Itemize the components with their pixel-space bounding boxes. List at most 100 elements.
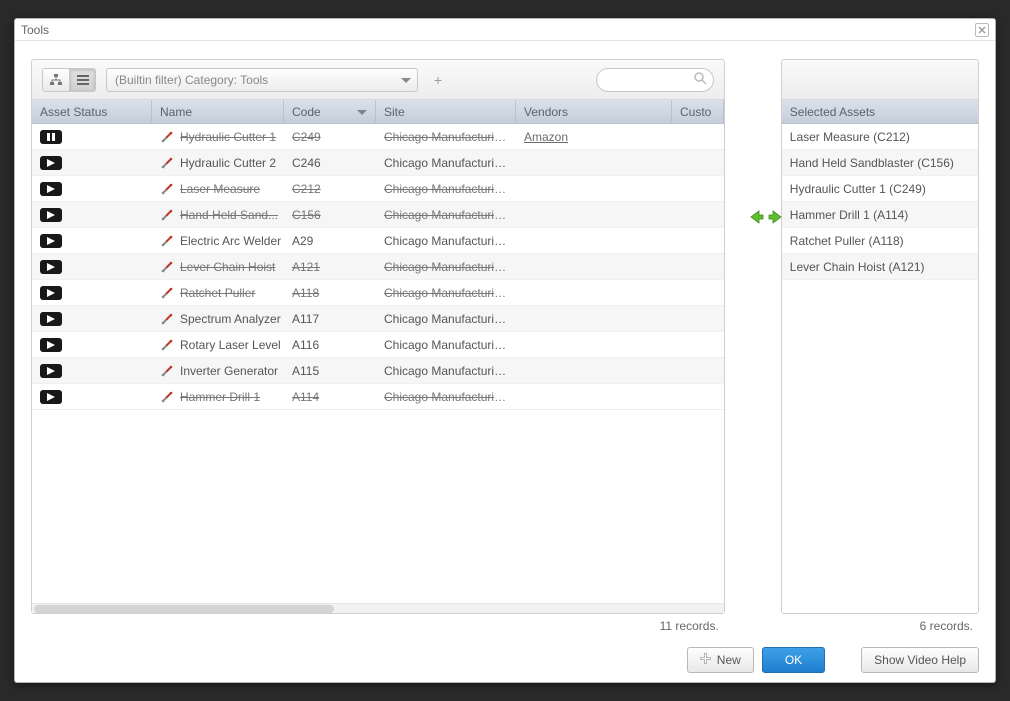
- table-row[interactable]: Spectrum AnalyzerA117Chicago Manufacturi…: [32, 306, 724, 332]
- tool-icon: [160, 208, 174, 222]
- dialog-buttons: New OK Show Video Help: [15, 646, 995, 682]
- asset-site: Chicago Manufacturing Ce...: [376, 182, 516, 196]
- play-icon: [40, 234, 62, 248]
- asset-code: A115: [284, 364, 376, 378]
- play-icon: [40, 208, 62, 222]
- asset-name: Hydraulic Cutter 2: [180, 156, 276, 170]
- tree-view-button[interactable]: [43, 69, 69, 91]
- table-row[interactable]: Ratchet Puller A118Chicago Manufacturing …: [32, 280, 724, 306]
- close-icon[interactable]: [975, 23, 989, 37]
- asset-name: Hand Held Sand...: [180, 208, 278, 222]
- asset-site: Chicago Manufacturing Ce...: [376, 286, 516, 300]
- table-row[interactable]: Lever Chain HoistA121Chicago Manufacturi…: [32, 254, 724, 280]
- window-title: Tools: [21, 23, 49, 37]
- play-icon: [40, 364, 62, 378]
- asset-code: A29: [284, 234, 376, 248]
- new-button[interactable]: New: [687, 647, 754, 673]
- col-vendors[interactable]: Vendors: [516, 100, 672, 123]
- transfer-arrows: [749, 209, 783, 225]
- plus-icon: [700, 653, 711, 667]
- tool-icon: [160, 156, 174, 170]
- asset-code: A118: [284, 286, 376, 300]
- selected-rows: Laser Measure (C212)Hand Held Sandblaste…: [782, 124, 978, 613]
- view-toggle: [42, 68, 96, 92]
- asset-site: Chicago Manufacturing Ce...: [376, 390, 516, 404]
- show-video-help-button[interactable]: Show Video Help: [861, 647, 979, 673]
- selected-asset-row[interactable]: Hammer Drill 1 (A114): [782, 202, 978, 228]
- table-row[interactable]: Laser MeasureC212Chicago Manufacturing C…: [32, 176, 724, 202]
- table-row[interactable]: Inverter GeneratorA115Chicago Manufactur…: [32, 358, 724, 384]
- asset-name: Hydraulic Cutter 1: [180, 130, 276, 144]
- play-icon: [40, 156, 62, 170]
- play-icon: [40, 182, 62, 196]
- search-input[interactable]: [596, 68, 714, 92]
- filter-label: (Builtin filter) Category: Tools: [115, 73, 268, 87]
- col-code[interactable]: Code: [284, 100, 376, 123]
- asset-site: Chicago Manufacturing Ce...: [376, 364, 516, 378]
- col-site[interactable]: Site: [376, 100, 516, 123]
- chevron-down-icon: [401, 73, 411, 87]
- asset-site: Chicago Manufacturing Ce...: [376, 156, 516, 170]
- asset-name: Electric Arc Welder: [180, 234, 281, 248]
- asset-name: Ratchet Puller: [180, 286, 255, 300]
- grid-header: Asset Status Name Code Site Vendors Cust…: [32, 100, 724, 124]
- col-asset-status[interactable]: Asset Status: [32, 100, 152, 123]
- table-row[interactable]: Hammer Drill 1 A114Chicago Manufacturing …: [32, 384, 724, 410]
- asset-name: Laser Measure: [180, 182, 260, 196]
- asset-name: Rotary Laser Level: [180, 338, 281, 352]
- right-record-count: 6 records.: [781, 614, 979, 638]
- selected-asset-row[interactable]: Hand Held Sandblaster (C156): [782, 150, 978, 176]
- asset-name: Lever Chain Hoist: [180, 260, 275, 274]
- table-row[interactable]: Electric Arc WelderA29Chicago Manufactur…: [32, 228, 724, 254]
- selected-header[interactable]: Selected Assets: [782, 100, 978, 124]
- tools-dialog: Tools: [14, 18, 996, 683]
- play-icon: [40, 338, 62, 352]
- assets-panel: (Builtin filter) Category: Tools +: [31, 59, 725, 614]
- asset-code: C156: [284, 208, 376, 222]
- asset-name: Spectrum Analyzer: [180, 312, 281, 326]
- col-name[interactable]: Name: [152, 100, 284, 123]
- list-view-button[interactable]: [69, 69, 95, 91]
- table-row[interactable]: Hydraulic Cutter 2 C246Chicago Manufactur…: [32, 150, 724, 176]
- asset-site: Chicago Manufacturing Ce...: [376, 208, 516, 222]
- search-icon: [694, 72, 707, 88]
- horizontal-scrollbar[interactable]: [32, 603, 724, 613]
- table-row[interactable]: Rotary Laser LevelA116Chicago Manufactur…: [32, 332, 724, 358]
- add-arrow-button[interactable]: [767, 209, 783, 225]
- tool-icon: [160, 130, 174, 144]
- selected-asset-row[interactable]: Lever Chain Hoist (A121): [782, 254, 978, 280]
- sort-desc-icon: [357, 105, 367, 119]
- col-custom[interactable]: Custo: [672, 100, 724, 123]
- left-record-count: 11 records.: [31, 614, 725, 638]
- search-field[interactable]: [607, 73, 691, 87]
- asset-code: A114: [284, 390, 376, 404]
- selected-toolbar: [782, 60, 978, 100]
- selected-asset-row[interactable]: Hydraulic Cutter 1 (C249): [782, 176, 978, 202]
- asset-site: Chicago Manufacturing Ce...: [376, 234, 516, 248]
- titlebar: Tools: [15, 19, 995, 41]
- ok-button[interactable]: OK: [762, 647, 825, 673]
- table-row[interactable]: Hydraulic Cutter 1C249Chicago Manufactur…: [32, 124, 724, 150]
- play-icon: [40, 312, 62, 326]
- scroll-thumb[interactable]: [34, 605, 334, 613]
- asset-code: C246: [284, 156, 376, 170]
- asset-site: Chicago Manufacturing Ce...: [376, 260, 516, 274]
- dialog-body: (Builtin filter) Category: Tools +: [15, 41, 995, 646]
- table-row[interactable]: Hand Held Sand... C156Chicago Manufacturi…: [32, 202, 724, 228]
- asset-name: Hammer Drill 1: [180, 390, 260, 404]
- asset-code: A116: [284, 338, 376, 352]
- vendor-link[interactable]: Amazon: [524, 130, 568, 144]
- asset-code: A117: [284, 312, 376, 326]
- selected-asset-row[interactable]: Laser Measure (C212): [782, 124, 978, 150]
- filter-select[interactable]: (Builtin filter) Category: Tools: [106, 68, 418, 92]
- add-filter-button[interactable]: +: [428, 68, 448, 92]
- asset-site: Chicago Manufacturing Ce...: [376, 338, 516, 352]
- play-icon: [40, 260, 62, 274]
- tool-icon: [160, 182, 174, 196]
- tool-icon: [160, 312, 174, 326]
- selected-asset-row[interactable]: Ratchet Puller (A118): [782, 228, 978, 254]
- tool-icon: [160, 234, 174, 248]
- tool-icon: [160, 390, 174, 404]
- grid-rows: Hydraulic Cutter 1C249Chicago Manufactur…: [32, 124, 724, 603]
- remove-arrow-button[interactable]: [749, 209, 765, 225]
